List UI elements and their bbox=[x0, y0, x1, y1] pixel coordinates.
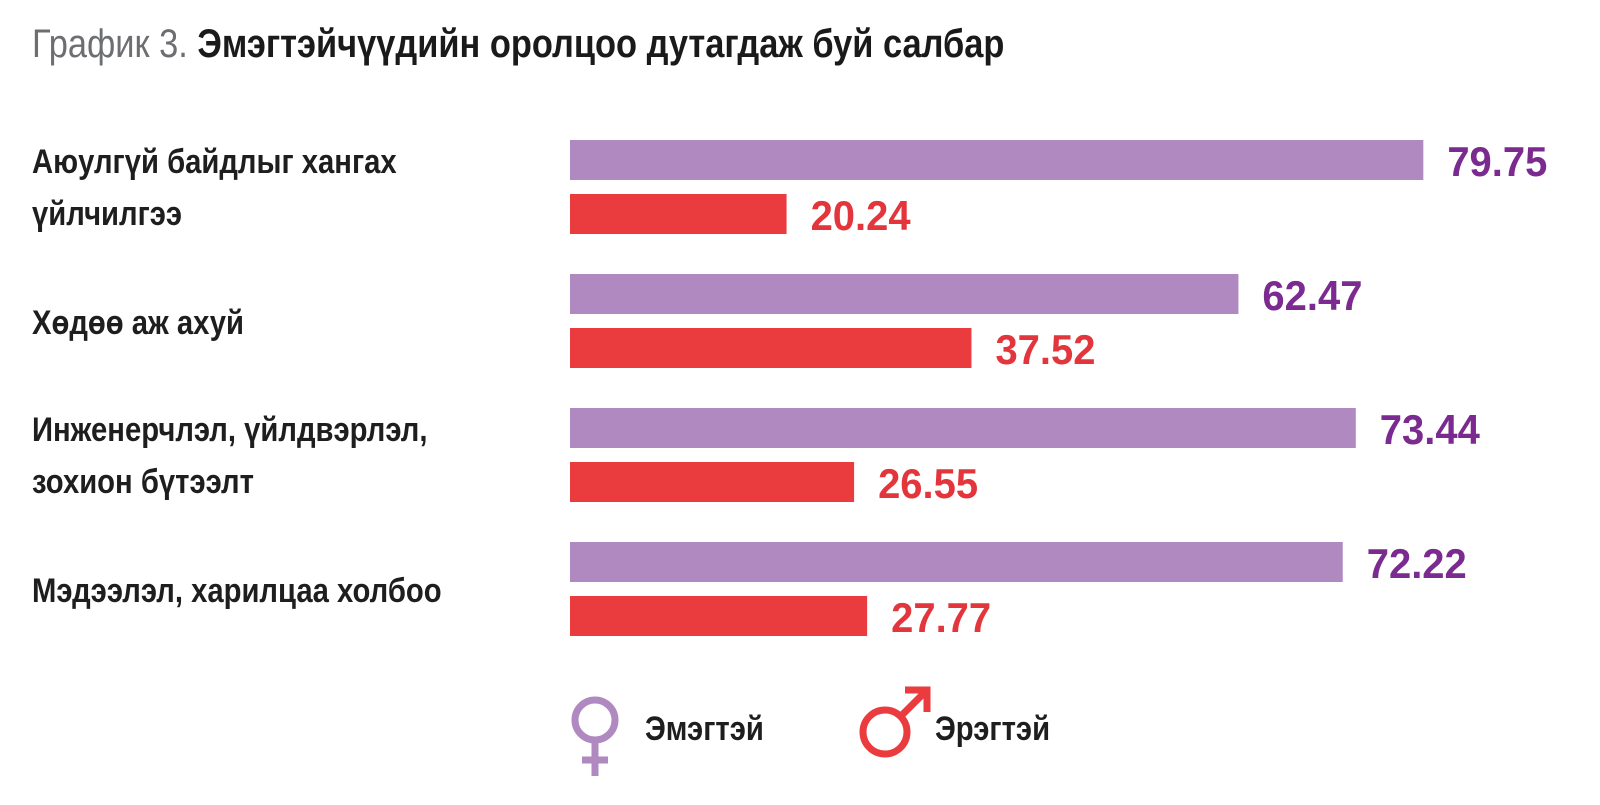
category-label-security: Аюулгүй байдлыг хангах үйлчилгээ bbox=[32, 136, 479, 240]
category-label-engineering: Инженерчлэл, үйлдвэрлэл, зохион бүтээлт bbox=[32, 404, 479, 508]
data-label-female-1: 62.47 bbox=[1262, 272, 1362, 319]
chart-title-prefix: График 3. bbox=[32, 22, 188, 66]
bar-chart: 79.75 62.47 73.44 72.22 20.24 37.52 26.55 27.77 bbox=[570, 138, 1547, 641]
bar-female-3 bbox=[570, 542, 1343, 582]
legend-item-male: Эрэгтэй bbox=[855, 686, 1085, 780]
category-label-line: үйлчилгээ bbox=[32, 195, 183, 233]
bar-male-1 bbox=[570, 328, 972, 368]
data-label-male-2: 26.55 bbox=[878, 460, 978, 507]
category-label-line: Хөдөө аж ахуй bbox=[32, 304, 245, 342]
data-label-male-3: 27.77 bbox=[891, 594, 991, 641]
category-label-agriculture: Хөдөө аж ахуй bbox=[32, 297, 479, 349]
bar-female-0 bbox=[570, 140, 1424, 180]
chart-title-main: Эмэгтэйчүүдийн оролцоо дутагдаж буй салб… bbox=[197, 22, 1005, 66]
legend-item-female: Эмэгтэй bbox=[565, 690, 795, 780]
legend-label-male: Эрэгтэй bbox=[935, 710, 1051, 748]
chart-title: График 3. Эмэгтэйчүүдийн оролцоо дутагда… bbox=[32, 22, 1004, 67]
data-label-female-2: 73.44 bbox=[1380, 406, 1481, 453]
male-symbol-icon bbox=[859, 686, 931, 758]
category-label-line: Аюулгүй байдлыг хангах bbox=[32, 143, 397, 181]
female-symbol-icon bbox=[571, 696, 619, 776]
bar-male-3 bbox=[570, 596, 868, 636]
data-label-female-3: 72.22 bbox=[1367, 540, 1467, 587]
category-label-line: Мэдээлэл, харилцаа холбоо bbox=[32, 572, 442, 610]
data-label-female-0: 79.75 bbox=[1447, 138, 1547, 185]
legend-label-female: Эмэгтэй bbox=[645, 710, 764, 748]
data-label-male-1: 37.52 bbox=[995, 326, 1095, 373]
bar-male-0 bbox=[570, 194, 787, 234]
category-label-ict: Мэдээлэл, харилцаа холбоо bbox=[32, 565, 479, 617]
category-label-line: Инженерчлэл, үйлдвэрлэл, bbox=[32, 411, 428, 449]
bar-female-2 bbox=[570, 408, 1356, 448]
data-label-male-0: 20.24 bbox=[811, 192, 912, 239]
bar-male-2 bbox=[570, 462, 855, 502]
category-label-line: зохион бүтээлт bbox=[32, 463, 254, 501]
bar-female-1 bbox=[570, 274, 1239, 314]
